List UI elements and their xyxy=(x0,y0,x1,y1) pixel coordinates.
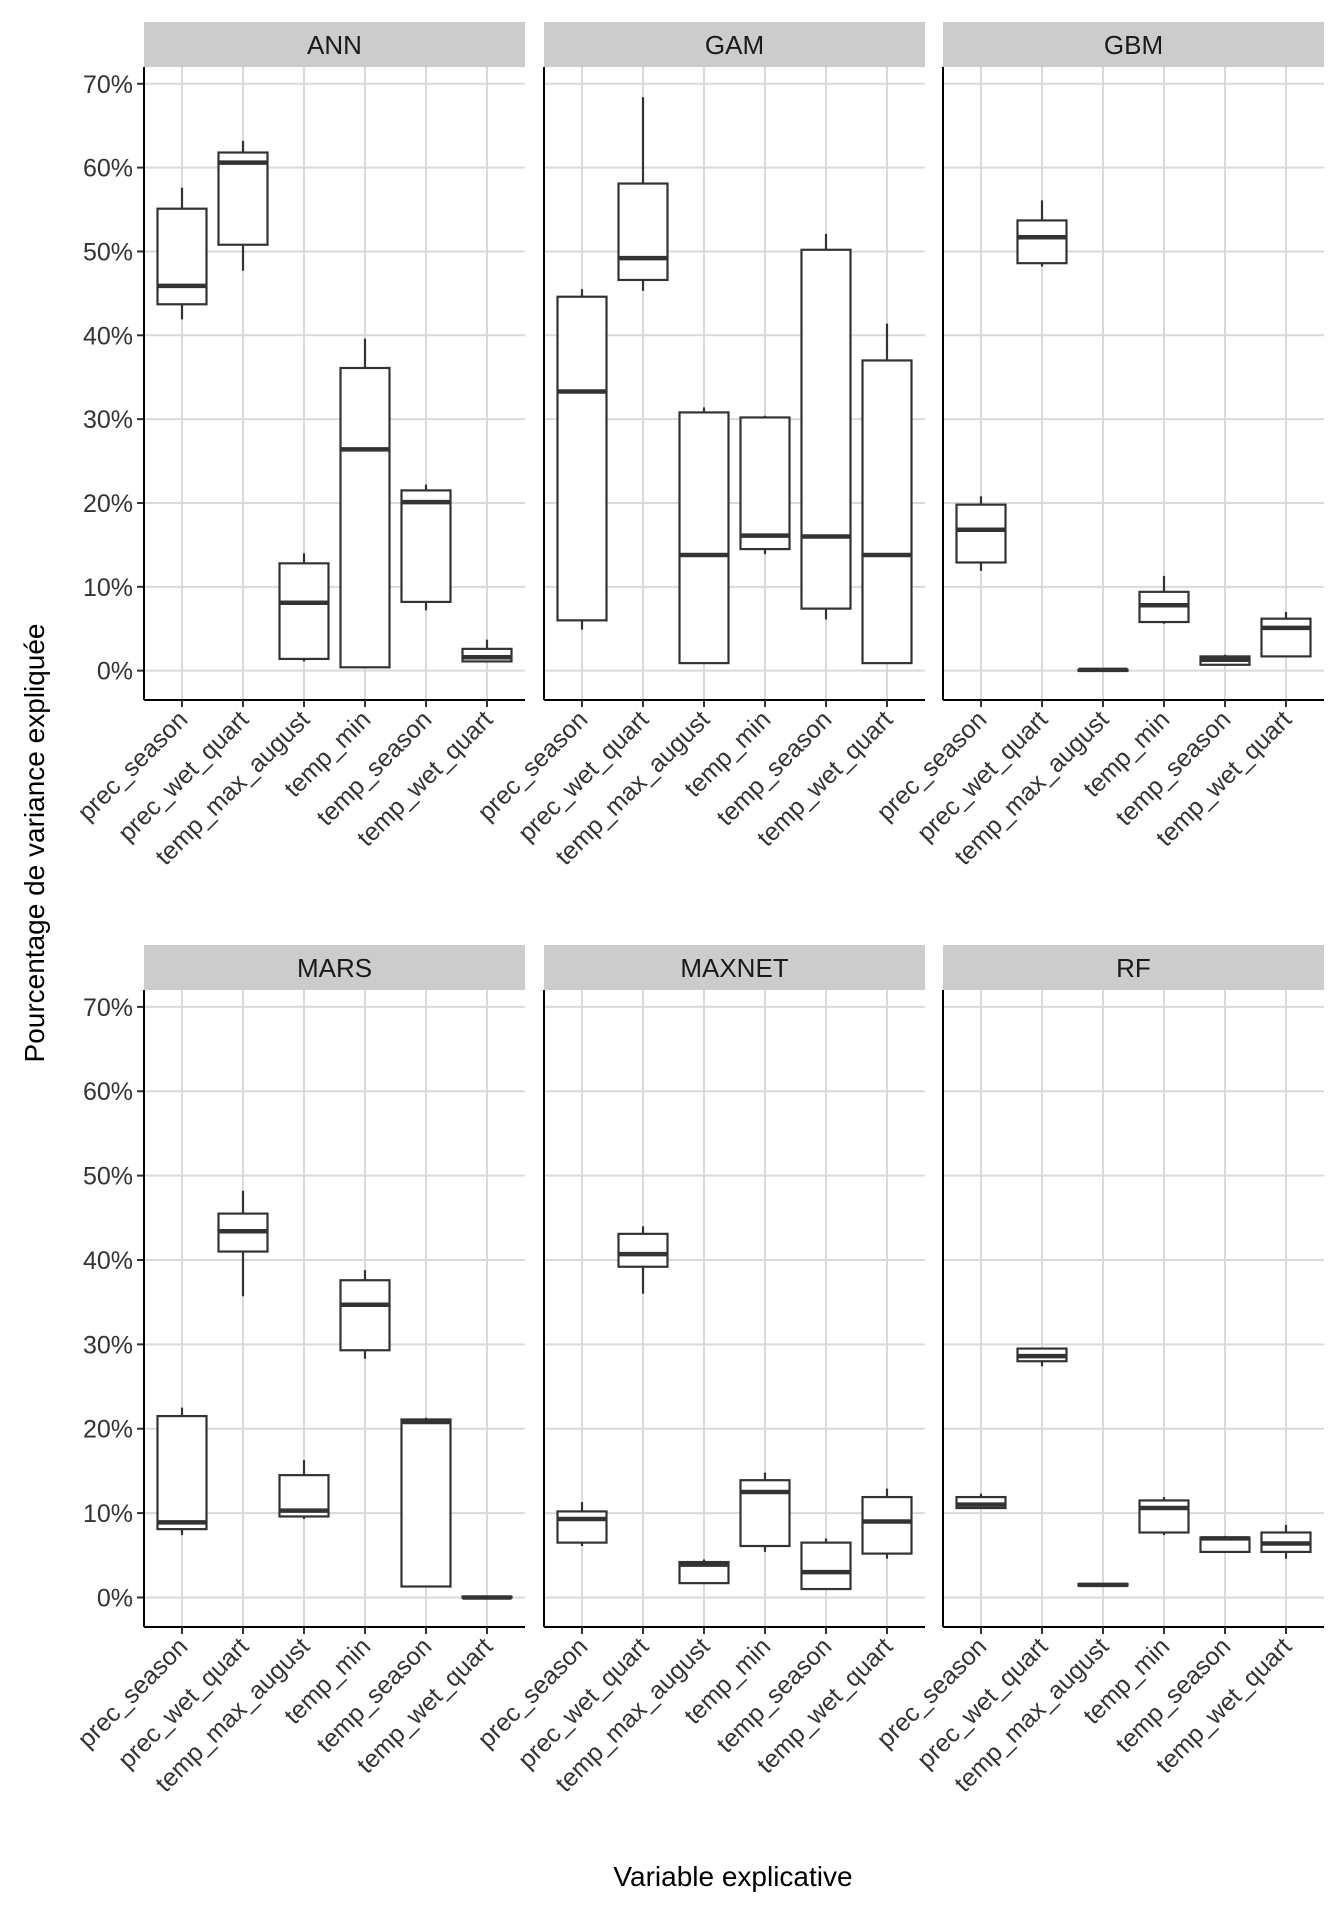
x-axis-title: Variable explicative xyxy=(613,1861,852,1892)
box-iqr xyxy=(1016,219,1068,265)
box-temp_season xyxy=(400,1417,452,1588)
box-iqr xyxy=(556,295,608,622)
box-iqr xyxy=(617,1232,669,1268)
box-temp_max_august xyxy=(678,407,730,665)
facet-strip xyxy=(943,945,1324,990)
y-tick-label: 20% xyxy=(83,490,133,518)
box-iqr xyxy=(339,366,391,669)
box-temp_season xyxy=(800,233,852,620)
y-tick-label: 60% xyxy=(83,1078,133,1106)
y-tick-label: 60% xyxy=(83,155,133,183)
box-temp_wet_quart xyxy=(1260,611,1312,658)
box-temp_wet_quart xyxy=(861,1488,913,1559)
box-temp_wet_quart xyxy=(461,1595,513,1600)
box-prec_season xyxy=(955,496,1007,571)
box-temp_max_august xyxy=(278,1459,330,1520)
box-temp_max_august xyxy=(678,1559,730,1585)
facet-label: GBM xyxy=(1104,30,1163,60)
box-temp_min xyxy=(739,415,791,555)
y-tick-label: 70% xyxy=(83,71,133,99)
box-iqr xyxy=(617,182,669,282)
box-iqr xyxy=(217,151,269,246)
box-prec_wet_quart xyxy=(217,140,269,271)
box-temp_wet_quart xyxy=(861,323,913,665)
box-prec_season xyxy=(955,1493,1007,1510)
box-iqr xyxy=(400,489,452,604)
box-prec_wet_quart xyxy=(1016,200,1068,267)
box-iqr xyxy=(556,1510,608,1544)
box-prec_season xyxy=(156,187,208,320)
box-iqr xyxy=(800,1541,852,1591)
box-iqr xyxy=(278,562,330,661)
facet-ann: ANN0%10%20%30%40%50%60%70%prec_seasonpre… xyxy=(72,22,525,871)
facet-maxnet: MAXNETprec_seasonprec_wet_quarttemp_max_… xyxy=(472,945,925,1798)
y-tick-label: 50% xyxy=(83,1163,133,1191)
facet-strip xyxy=(544,945,925,990)
box-prec_wet_quart xyxy=(617,97,669,291)
y-tick-label: 40% xyxy=(83,322,133,350)
box-iqr xyxy=(156,207,208,306)
box-temp_season xyxy=(1199,654,1251,666)
box-temp_min xyxy=(339,1270,391,1359)
box-iqr xyxy=(678,1560,730,1585)
box-iqr xyxy=(955,503,1007,564)
box-temp_season xyxy=(400,484,452,611)
box-iqr xyxy=(800,248,852,610)
y-tick-label: 40% xyxy=(83,1247,133,1275)
box-temp_wet_quart xyxy=(461,639,513,663)
box-temp_max_august xyxy=(1077,667,1129,673)
y-axis-title: Pourcentage de variance expliquée xyxy=(19,624,50,1063)
y-tick-label: 30% xyxy=(83,406,133,434)
box-temp_wet_quart xyxy=(1260,1524,1312,1559)
facet-strip xyxy=(544,22,925,67)
facet-rf: RFprec_seasonprec_wet_quarttemp_max_augu… xyxy=(871,945,1324,1798)
box-iqr xyxy=(339,1279,391,1352)
box-temp_min xyxy=(1138,575,1190,624)
box-iqr xyxy=(156,1414,208,1531)
facet-label: GAM xyxy=(705,30,764,60)
box-temp_min xyxy=(1138,1497,1190,1536)
box-prec_season xyxy=(556,289,608,630)
box-iqr xyxy=(739,416,791,551)
box-iqr xyxy=(400,1418,452,1588)
y-tick-label: 10% xyxy=(83,1500,133,1528)
facet-gbm: GBMprec_seasonprec_wet_quarttemp_max_aug… xyxy=(871,22,1324,871)
box-temp_season xyxy=(1199,1535,1251,1554)
facet-strip xyxy=(144,22,525,67)
y-tick-label: 0% xyxy=(97,658,133,686)
facet-mars: MARS0%10%20%30%40%50%60%70%prec_seasonpr… xyxy=(72,945,525,1798)
facet-label: MARS xyxy=(297,953,372,983)
box-iqr xyxy=(1260,617,1312,658)
facet-strip xyxy=(144,945,525,990)
y-tick-label: 70% xyxy=(83,994,133,1022)
box-prec_wet_quart xyxy=(617,1226,669,1294)
y-tick-label: 10% xyxy=(83,574,133,602)
y-tick-label: 50% xyxy=(83,238,133,266)
box-temp_season xyxy=(800,1538,852,1591)
box-prec_season xyxy=(156,1407,208,1536)
y-tick-label: 0% xyxy=(97,1584,133,1612)
box-prec_wet_quart xyxy=(1016,1347,1068,1367)
y-tick-label: 20% xyxy=(83,1416,133,1444)
facet-strip xyxy=(943,22,1324,67)
box-temp_max_august xyxy=(1077,1582,1129,1588)
box-prec_wet_quart xyxy=(217,1190,269,1297)
box-temp_min xyxy=(339,338,391,669)
box-iqr xyxy=(1138,1499,1190,1534)
box-temp_max_august xyxy=(278,553,330,662)
facet-label: RF xyxy=(1116,953,1151,983)
facet-label: MAXNET xyxy=(680,953,788,983)
box-iqr xyxy=(678,411,730,665)
box-prec_season xyxy=(556,1502,608,1547)
box-temp_min xyxy=(739,1472,791,1552)
facet-gam: GAMprec_seasonprec_wet_quarttemp_max_aug… xyxy=(472,22,925,871)
box-iqr xyxy=(861,1495,913,1555)
box-iqr xyxy=(861,359,913,665)
facet-label: ANN xyxy=(307,30,362,60)
y-tick-label: 30% xyxy=(83,1331,133,1359)
